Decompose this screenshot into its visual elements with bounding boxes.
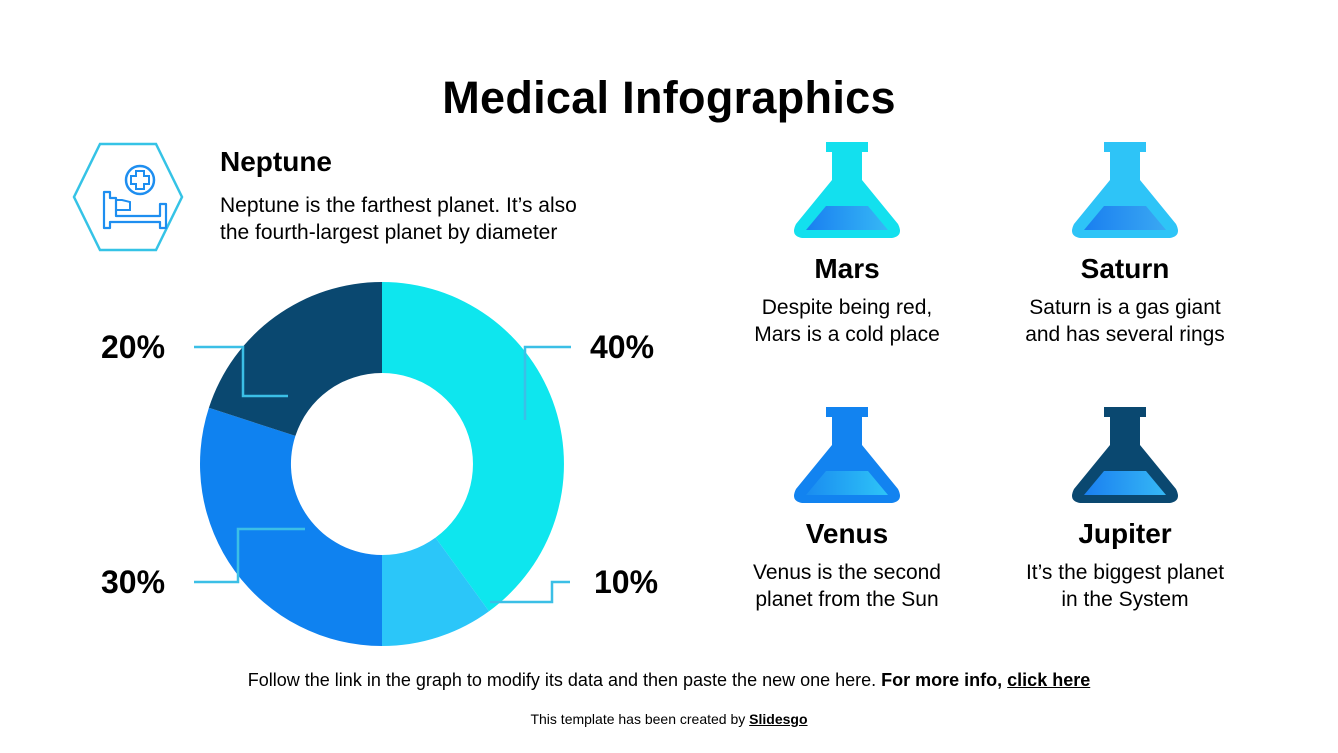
leader-line-30 bbox=[194, 527, 305, 584]
leader-line-40 bbox=[523, 345, 571, 420]
hospital-bed-icon bbox=[72, 142, 184, 252]
donut-segment-40 bbox=[382, 282, 564, 612]
card-title: Mars bbox=[814, 253, 880, 284]
card-saturn: Saturn Saturn is a gas giant and has sev… bbox=[995, 140, 1255, 348]
slidesgo-link[interactable]: Slidesgo bbox=[749, 711, 808, 727]
page-title: Medical Infographics bbox=[442, 72, 896, 123]
card-venus: Venus Venus is the second planet from th… bbox=[717, 405, 977, 613]
donut-segment-20 bbox=[208, 282, 382, 436]
donut-segment-10 bbox=[382, 537, 489, 646]
label-30-percent: 30% bbox=[101, 564, 166, 600]
label-40-percent: 40% bbox=[590, 329, 655, 365]
card-title: Saturn bbox=[1080, 253, 1170, 284]
leader-line-10 bbox=[490, 580, 570, 604]
card-title: Jupiter bbox=[1078, 518, 1172, 549]
credit-line: This template has been created by Slides… bbox=[530, 711, 808, 727]
card-jupiter: Jupiter It’s the biggest planet in the S… bbox=[995, 405, 1255, 613]
card-mars: Mars Despite being red, Mars is a cold p… bbox=[717, 140, 977, 348]
click-here-link[interactable]: click here bbox=[1007, 670, 1091, 690]
label-20-percent: 20% bbox=[101, 329, 166, 365]
flask-icon bbox=[1072, 407, 1178, 503]
card-description: It’s the biggest planet in the System bbox=[1025, 561, 1225, 611]
card-description: Saturn is a gas giant and has several ri… bbox=[1025, 296, 1225, 346]
donut-segment-30 bbox=[200, 407, 382, 646]
flask-icon bbox=[794, 407, 900, 503]
card-description: Venus is the second planet from the Sun bbox=[753, 561, 941, 611]
card-title: Venus bbox=[805, 518, 889, 549]
leader-line-20 bbox=[194, 345, 288, 398]
flask-icon bbox=[1072, 142, 1178, 238]
label-10-percent: 10% bbox=[594, 564, 659, 600]
neptune-description: Neptune is the farthest planet. It’s als… bbox=[220, 194, 577, 244]
card-description: Despite being red, Mars is a cold place bbox=[754, 296, 940, 346]
footer-note: Follow the link in the graph to modify i… bbox=[247, 670, 1091, 690]
neptune-title: Neptune bbox=[220, 146, 332, 177]
flask-icon bbox=[794, 142, 900, 238]
